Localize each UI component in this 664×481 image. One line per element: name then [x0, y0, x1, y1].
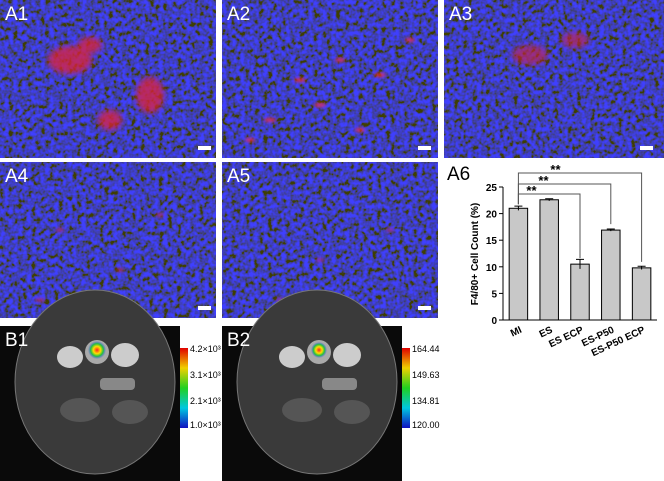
panel-label: A3 [449, 4, 472, 25]
significance-label: ** [538, 173, 549, 188]
colorbar-label: 2.1×10³ [190, 396, 221, 406]
x-tick-label: ES [538, 325, 555, 341]
bar [570, 263, 590, 321]
bar [631, 267, 652, 321]
significance-bracket [517, 172, 643, 262]
panel-label: A6 [447, 164, 470, 185]
panel-label: A4 [5, 166, 29, 187]
y-tick-label: 10 [486, 263, 498, 274]
y-tick-label: 0 [491, 316, 497, 327]
colorbar-label: 4.2×10³ [190, 344, 221, 354]
y-tick-label: 5 [491, 289, 497, 300]
x-tick-label: ES ECP [547, 325, 585, 351]
bar [508, 207, 529, 321]
error-bar [576, 258, 584, 269]
panel-label: A2 [227, 4, 250, 25]
bar [539, 199, 559, 321]
panel-label: A1 [5, 4, 28, 25]
error-bar [514, 205, 523, 211]
error-bar [637, 265, 646, 270]
y-axis-label: F4/80+ Cell Count (%) [470, 203, 481, 306]
y-tick-label: 20 [486, 210, 498, 221]
imaging-b2 [222, 289, 440, 481]
colorbar-label: 1.0×10³ [190, 420, 221, 430]
imaging-b1 [0, 289, 216, 481]
colorbar-label: 149.63 [412, 370, 440, 380]
colorbar-label: 3.1×10³ [190, 370, 221, 380]
significance-label: ** [550, 162, 561, 177]
micrograph-a1 [0, 0, 216, 158]
error-bar [545, 198, 554, 201]
panel-label: A5 [227, 166, 250, 187]
colorbar-label: 164.44 [412, 344, 440, 354]
panel-label: B2 [227, 330, 250, 351]
panel-label: B1 [5, 330, 28, 351]
y-tick-label: 15 [486, 236, 498, 247]
x-tick-label: MI [509, 325, 524, 340]
micrograph-a2 [222, 0, 438, 158]
y-tick-label: 25 [486, 183, 498, 194]
bar [601, 229, 621, 321]
significance-label: ** [526, 183, 537, 198]
scale-bars [198, 146, 653, 310]
colorbar-label: 120.00 [412, 420, 440, 430]
micrograph-a3 [444, 0, 664, 158]
error-bar [606, 228, 615, 232]
colorbar-label: 134.81 [412, 396, 440, 406]
